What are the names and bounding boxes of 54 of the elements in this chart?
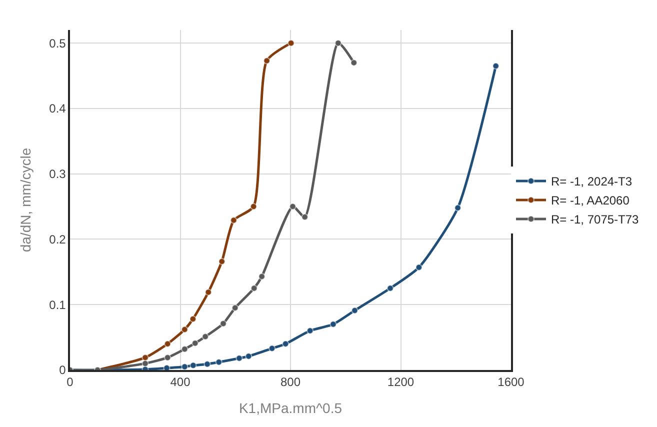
point [164,340,172,348]
point [215,358,222,366]
x-tick-label: 1600 [498,375,525,390]
point [301,214,308,220]
point [181,346,188,353]
y-tick-label: 0.3 [49,167,66,182]
point [192,340,199,347]
y-tick-label: 0.4 [49,102,66,116]
point [181,363,188,370]
y-tick-label: 0.2 [49,232,66,246]
legend-label: R= -1, 7075-T73 [551,212,640,227]
point [351,307,358,314]
point [164,354,172,362]
point [282,340,290,348]
point [181,326,188,333]
point [415,264,422,271]
point [492,62,500,70]
x-axis-title: K1,MPa.mm^0.5 [238,400,342,416]
point [386,284,394,292]
point [236,354,243,362]
point [250,203,258,210]
point [189,316,196,322]
point [263,57,270,64]
y-tick-label: 0.5 [49,36,66,50]
point [245,352,252,360]
point [204,288,212,296]
point [250,284,258,292]
point [330,320,337,328]
point [268,344,276,352]
y-axis-title: da/dN, mm/cycle [17,148,34,252]
legend-label: R= -1, 2024-T3 [551,174,632,189]
y-tick-label: 0.1 [49,298,66,312]
point [218,258,226,265]
x-tick-label: 1200 [387,375,414,390]
point [288,40,295,47]
point [230,216,238,224]
point [454,204,462,212]
point [258,273,266,280]
point [334,40,342,47]
point [350,59,358,66]
point [289,203,296,210]
point [190,362,197,369]
y-tick-label: 0 [59,363,66,378]
point [142,360,149,367]
point [204,360,211,368]
x-tick-label: 400 [170,375,191,390]
x-tick-label: 800 [280,375,301,390]
point [142,354,149,362]
point [306,327,314,334]
point [202,333,209,340]
point [232,304,239,312]
point [163,364,170,370]
point [220,320,227,328]
legend-label: R= -1, AA2060 [551,194,630,208]
